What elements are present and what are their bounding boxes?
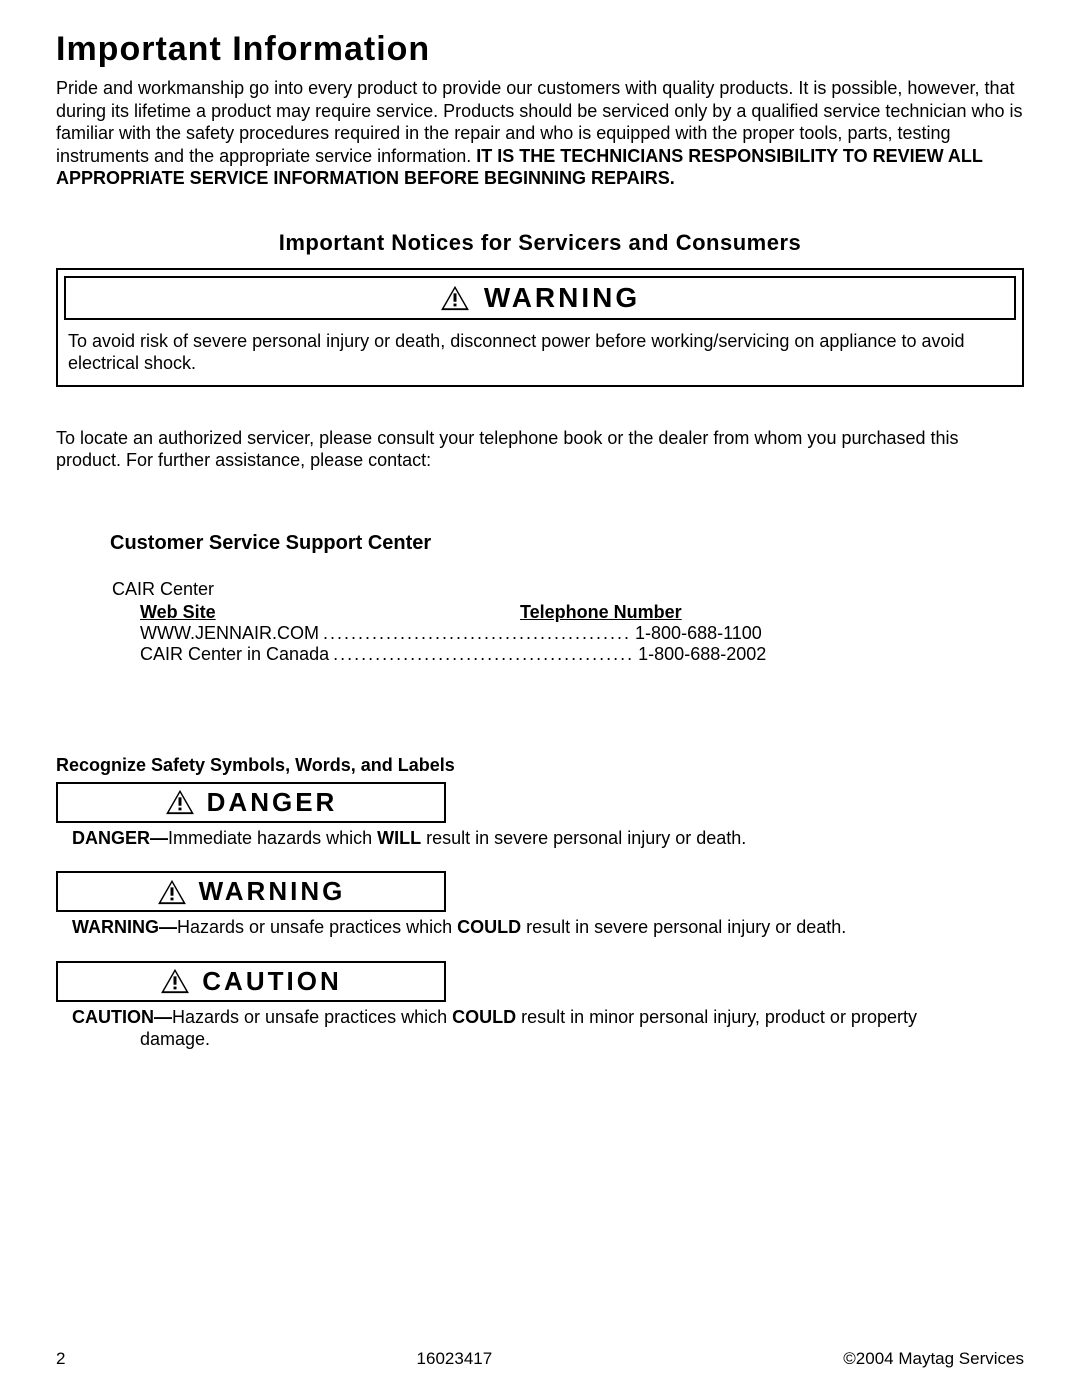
warning2-text1: Hazards or unsafe practices which [177, 917, 457, 937]
footer-doc: 16023417 [417, 1349, 493, 1369]
caution-bold: COULD [452, 1007, 516, 1027]
warning2-text2: result in severe personal injury or deat… [521, 917, 846, 937]
col-website: Web Site [140, 602, 520, 623]
site-cell: CAIR Center in Canada [140, 644, 329, 665]
locate-text: To locate an authorized servicer, please… [56, 427, 1024, 472]
warning-body: To avoid risk of severe personal injury … [58, 326, 1022, 385]
caution-label: CAUTION [202, 966, 341, 997]
danger-prefix: DANGER— [72, 828, 168, 848]
table-row: WWW.JENNAIR.COM ........................… [140, 623, 1024, 644]
warning2-label: WARNING [199, 876, 346, 907]
footer: 2 16023417 ©2004 Maytag Services [56, 1349, 1024, 1369]
dots: ........................................… [319, 623, 635, 644]
caution-desc: CAUTION—Hazards or unsafe practices whic… [72, 1006, 1024, 1051]
warning-box: WARNING To avoid risk of severe personal… [56, 268, 1024, 387]
phone-cell: 1-800-688-1100 [635, 623, 762, 644]
page-title: Important Information [56, 30, 1024, 69]
danger-label: DANGER [207, 787, 338, 818]
site-cell: WWW.JENNAIR.COM [140, 623, 319, 644]
caution-icon [160, 968, 190, 994]
caution-text3: damage. [140, 1028, 1024, 1051]
warning-icon [440, 285, 470, 311]
warning2-header: WARNING [56, 871, 446, 912]
danger-text1: Immediate hazards which [168, 828, 377, 848]
caution-header: CAUTION [56, 961, 446, 1002]
cair-block: CAIR Center Web Site Telephone Number WW… [112, 579, 1024, 665]
danger-header: DANGER [56, 782, 446, 823]
danger-bold: WILL [377, 828, 421, 848]
cair-title: CAIR Center [112, 579, 1024, 600]
caution-text2: result in minor personal injury, product… [516, 1007, 917, 1027]
warning-header: WARNING [64, 276, 1016, 320]
dots: ........................................… [329, 644, 638, 665]
caution-prefix: CAUTION— [72, 1007, 172, 1027]
phone-cell: 1-800-688-2002 [638, 644, 766, 665]
contact-table-header: Web Site Telephone Number [140, 602, 1024, 623]
warning2-desc: WARNING—Hazards or unsafe practices whic… [72, 916, 1024, 939]
warning2-prefix: WARNING— [72, 917, 177, 937]
footer-copyright: ©2004 Maytag Services [843, 1349, 1024, 1369]
recognize-heading: Recognize Safety Symbols, Words, and Lab… [56, 755, 1024, 776]
col-phone: Telephone Number [520, 602, 682, 623]
caution-text1: Hazards or unsafe practices which [172, 1007, 452, 1027]
danger-icon [165, 789, 195, 815]
danger-text2: result in severe personal injury or deat… [421, 828, 746, 848]
intro-paragraph: Pride and workmanship go into every prod… [56, 77, 1024, 190]
warning2-bold: COULD [457, 917, 521, 937]
warning-label: WARNING [484, 282, 640, 314]
warning-icon [157, 879, 187, 905]
notices-subhead: Important Notices for Servicers and Cons… [56, 230, 1024, 256]
danger-desc: DANGER—Immediate hazards which WILL resu… [72, 827, 1024, 850]
footer-page: 2 [56, 1349, 65, 1369]
table-row: CAIR Center in Canada ..................… [140, 644, 1024, 665]
css-heading: Customer Service Support Center [110, 532, 1024, 555]
